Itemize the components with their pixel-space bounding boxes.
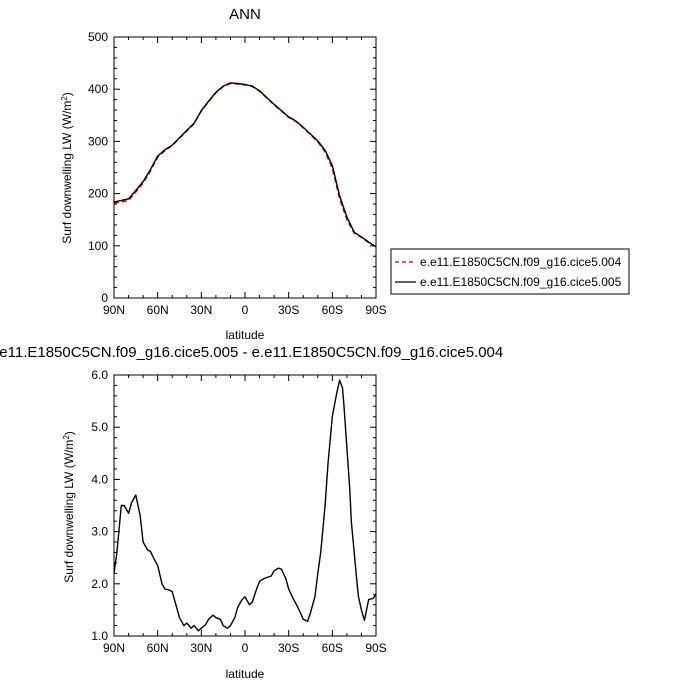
top-chart-ylabel-sup: 2 [60,96,69,101]
bottom-chart-ylabel-close: ) [62,431,76,435]
top-chart-xtick-label: 0 [242,303,249,317]
top-chart-ylabel-close: ) [60,92,74,96]
bottom-chart-xtick-label: 60S [322,641,343,655]
top-chart-xtick-label: 30S [278,303,299,317]
top-chart-ytick-label: 500 [88,30,108,44]
top-chart-series-line-1 [113,82,377,248]
top-chart-xtick-label: 90S [365,303,386,317]
bottom-chart-series [113,379,377,632]
bottom-chart-xtick-label: 90N [103,641,125,655]
bottom-chart-xtick-label: 0 [242,641,249,655]
bottom-chart-ylabel: Surf downwelling LW (W/m2) [62,431,77,583]
top-chart-ytick-label: 200 [88,187,108,201]
bottom-chart-ytick-label: 3.0 [91,525,108,539]
top-chart-ytick-label: 100 [88,239,108,253]
bottom-chart-ytick-label: 2.0 [91,577,108,591]
bottom-chart-ytick-label: 6.0 [91,368,108,382]
top-chart-series [113,82,377,248]
bottom-chart-xtick-label: 60N [147,641,169,655]
top-chart-ticks: 90N 60N 30N 0 30S 60S 90S 0 100 200 300 400 500 [88,30,387,317]
legend-label-series-004: e.e11.E1850C5CN.f09_g16.cice5.004 [420,255,622,269]
top-chart: ANN 90N 60N 30N 0 30S 60S 90S0100200300400500 … [60,6,387,342]
legend-label-series-005: e.e11.E1850C5CN.f09_g16.cice5.005 [420,275,622,289]
top-chart-xtick-label: 30N [190,303,212,317]
legend: e.e11.E1850C5CN.f09_g16.cice5.004 e.e11.… [390,248,630,295]
bottom-chart-ylabel-main: Surf downwelling LW (W/m [62,440,76,583]
top-chart-xtick-label: 60N [147,303,169,317]
top-chart-xtick-label: 90N [103,303,125,317]
bottom-chart-ticks: 90N 60N 30N 0 30S 60S 90S 1.0 2.0 3.0 4.0 5.0 6.0 [91,368,386,655]
top-chart-ytick-label: 0 [101,291,108,305]
bottom-chart-xtick-label: 30N [190,641,212,655]
bottom-chart-ytick-label: 5.0 [91,420,108,434]
bottom-chart-ytick-label: 4.0 [91,472,108,486]
bottom-chart-series-line-0 [113,379,377,632]
top-chart-ylabel-main: Surf downwelling LW (W/m [60,101,74,244]
bottom-chart: e.e11.E1850C5CN.f09_g16.cice5.005 - e.e1… [0,344,503,681]
top-chart-xtick-label: 60S [322,303,343,317]
top-chart-plot-frame [113,36,377,299]
bottom-chart-ytick-label: 1.0 [91,629,108,643]
top-chart-ytick-label: 300 [88,134,108,148]
top-chart-xlabel: latitude [226,328,265,342]
bottom-chart-xlabel: latitude [226,667,265,681]
bottom-chart-xtick-label: 90S [365,641,386,655]
top-chart-ylabel: Surf downwelling LW (W/m2) [60,92,75,244]
top-chart-title: ANN [229,6,261,23]
bottom-chart-xtick-label: 30S [278,641,299,655]
bottom-chart-title: e.e11.E1850C5CN.f09_g16.cice5.005 - e.e1… [0,344,503,361]
top-chart-ytick-label: 400 [88,82,108,96]
legend-box [390,248,630,295]
bottom-chart-ylabel-sup: 2 [62,435,71,440]
